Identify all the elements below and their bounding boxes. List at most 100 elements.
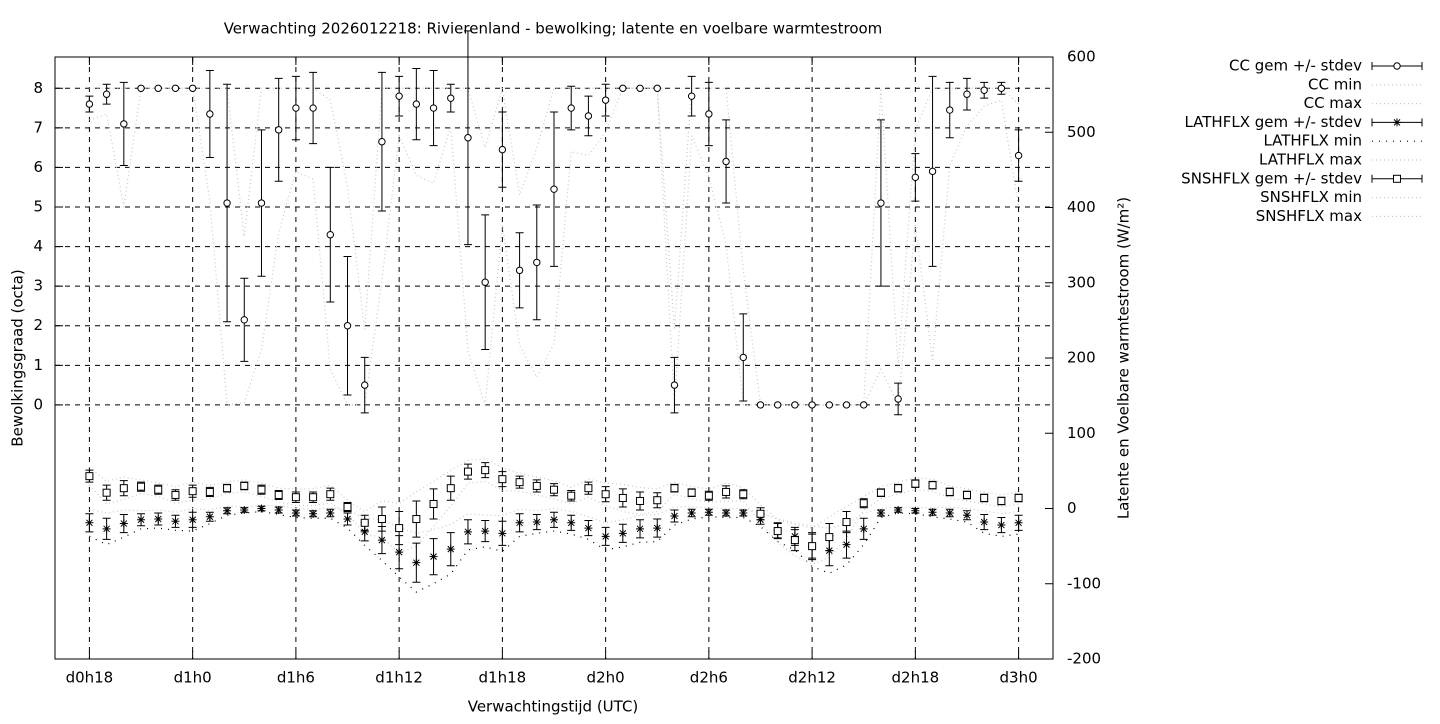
marker (636, 496, 645, 505)
marker (446, 545, 455, 554)
y-tick-label: 5 (33, 198, 43, 216)
x-tick-label: d3h0 (1000, 669, 1038, 687)
marker (447, 94, 455, 102)
marker (498, 529, 507, 538)
marker (842, 518, 851, 527)
marker (429, 104, 438, 112)
marker (825, 533, 834, 542)
marker (429, 552, 438, 561)
marker (601, 96, 610, 104)
x-tick-label: d1h18 (479, 669, 527, 687)
marker (326, 509, 335, 518)
marker (395, 548, 404, 557)
x-tick-label: d1h6 (277, 669, 315, 687)
marker (481, 527, 490, 536)
y2-tick-label: 300 (1067, 273, 1096, 291)
marker (257, 485, 266, 494)
marker (223, 484, 232, 493)
marker (980, 86, 988, 94)
marker (808, 401, 816, 409)
y2-tick-label: 200 (1067, 349, 1096, 367)
marker (653, 496, 662, 505)
marker (205, 487, 214, 496)
marker (412, 558, 421, 567)
marker (102, 90, 111, 98)
marker (859, 499, 868, 508)
marker (980, 493, 989, 502)
marker (704, 508, 713, 517)
legend-label: CC min (1308, 75, 1362, 93)
marker (137, 515, 146, 524)
marker (997, 521, 1006, 530)
marker (429, 499, 438, 508)
marker (205, 512, 214, 521)
marker (377, 536, 386, 545)
marker (257, 504, 266, 513)
marker (722, 157, 730, 166)
y2-tick-label: 0 (1067, 499, 1077, 517)
marker (550, 515, 558, 524)
marker (722, 509, 731, 518)
marker (705, 110, 713, 118)
marker (653, 84, 661, 92)
marker (773, 401, 782, 409)
y2-tick-label: 600 (1067, 48, 1096, 66)
y2-tick-label: 500 (1067, 123, 1096, 141)
marker (154, 84, 162, 92)
marker (171, 490, 180, 499)
marker (515, 478, 524, 487)
y-tick-label: 4 (33, 237, 43, 255)
marker (291, 493, 300, 502)
marker (859, 524, 868, 533)
marker (756, 509, 765, 518)
legend-label: SNSHFLX max (1256, 207, 1362, 225)
marker (962, 511, 971, 520)
x-tick-label: d2h6 (690, 669, 728, 687)
legend-label: CC gem +/- stdev (1229, 57, 1362, 75)
y-tick-label: 6 (33, 158, 43, 176)
marker (584, 524, 593, 533)
y-tick-label: 8 (33, 79, 43, 97)
marker (790, 536, 799, 545)
y-tick-label: 7 (33, 118, 43, 136)
marker (274, 506, 283, 515)
marker (360, 518, 369, 527)
marker (963, 90, 971, 98)
legend-label: SNSHFLX gem +/- stdev (1181, 169, 1362, 187)
marker (945, 509, 954, 518)
marker (326, 490, 335, 499)
marker (618, 529, 627, 538)
marker (361, 381, 369, 389)
marker (1014, 518, 1023, 527)
marker (946, 106, 954, 114)
marker (877, 199, 885, 207)
marker (171, 84, 180, 92)
marker (584, 484, 593, 493)
marker (842, 401, 851, 409)
marker (274, 126, 283, 134)
marker (154, 485, 163, 494)
marker (911, 506, 920, 515)
legend-marker (1393, 62, 1401, 70)
marker (601, 532, 610, 541)
marker (791, 401, 799, 409)
marker (309, 104, 317, 112)
marker (584, 112, 593, 120)
marker (223, 506, 232, 515)
marker (894, 506, 903, 515)
marker (670, 512, 679, 521)
marker (85, 518, 94, 527)
marker (825, 401, 834, 409)
chart-title: Verwachting 2026012218: Rivierenland - b… (224, 20, 883, 38)
legend-marker (1393, 118, 1401, 127)
marker (1014, 151, 1023, 160)
marker (619, 84, 627, 92)
marker (309, 493, 318, 502)
marker (894, 484, 903, 493)
marker (412, 515, 421, 524)
marker (412, 100, 421, 108)
marker (395, 92, 403, 100)
legend-label: LATHFLX min (1263, 132, 1362, 150)
marker (240, 316, 248, 324)
